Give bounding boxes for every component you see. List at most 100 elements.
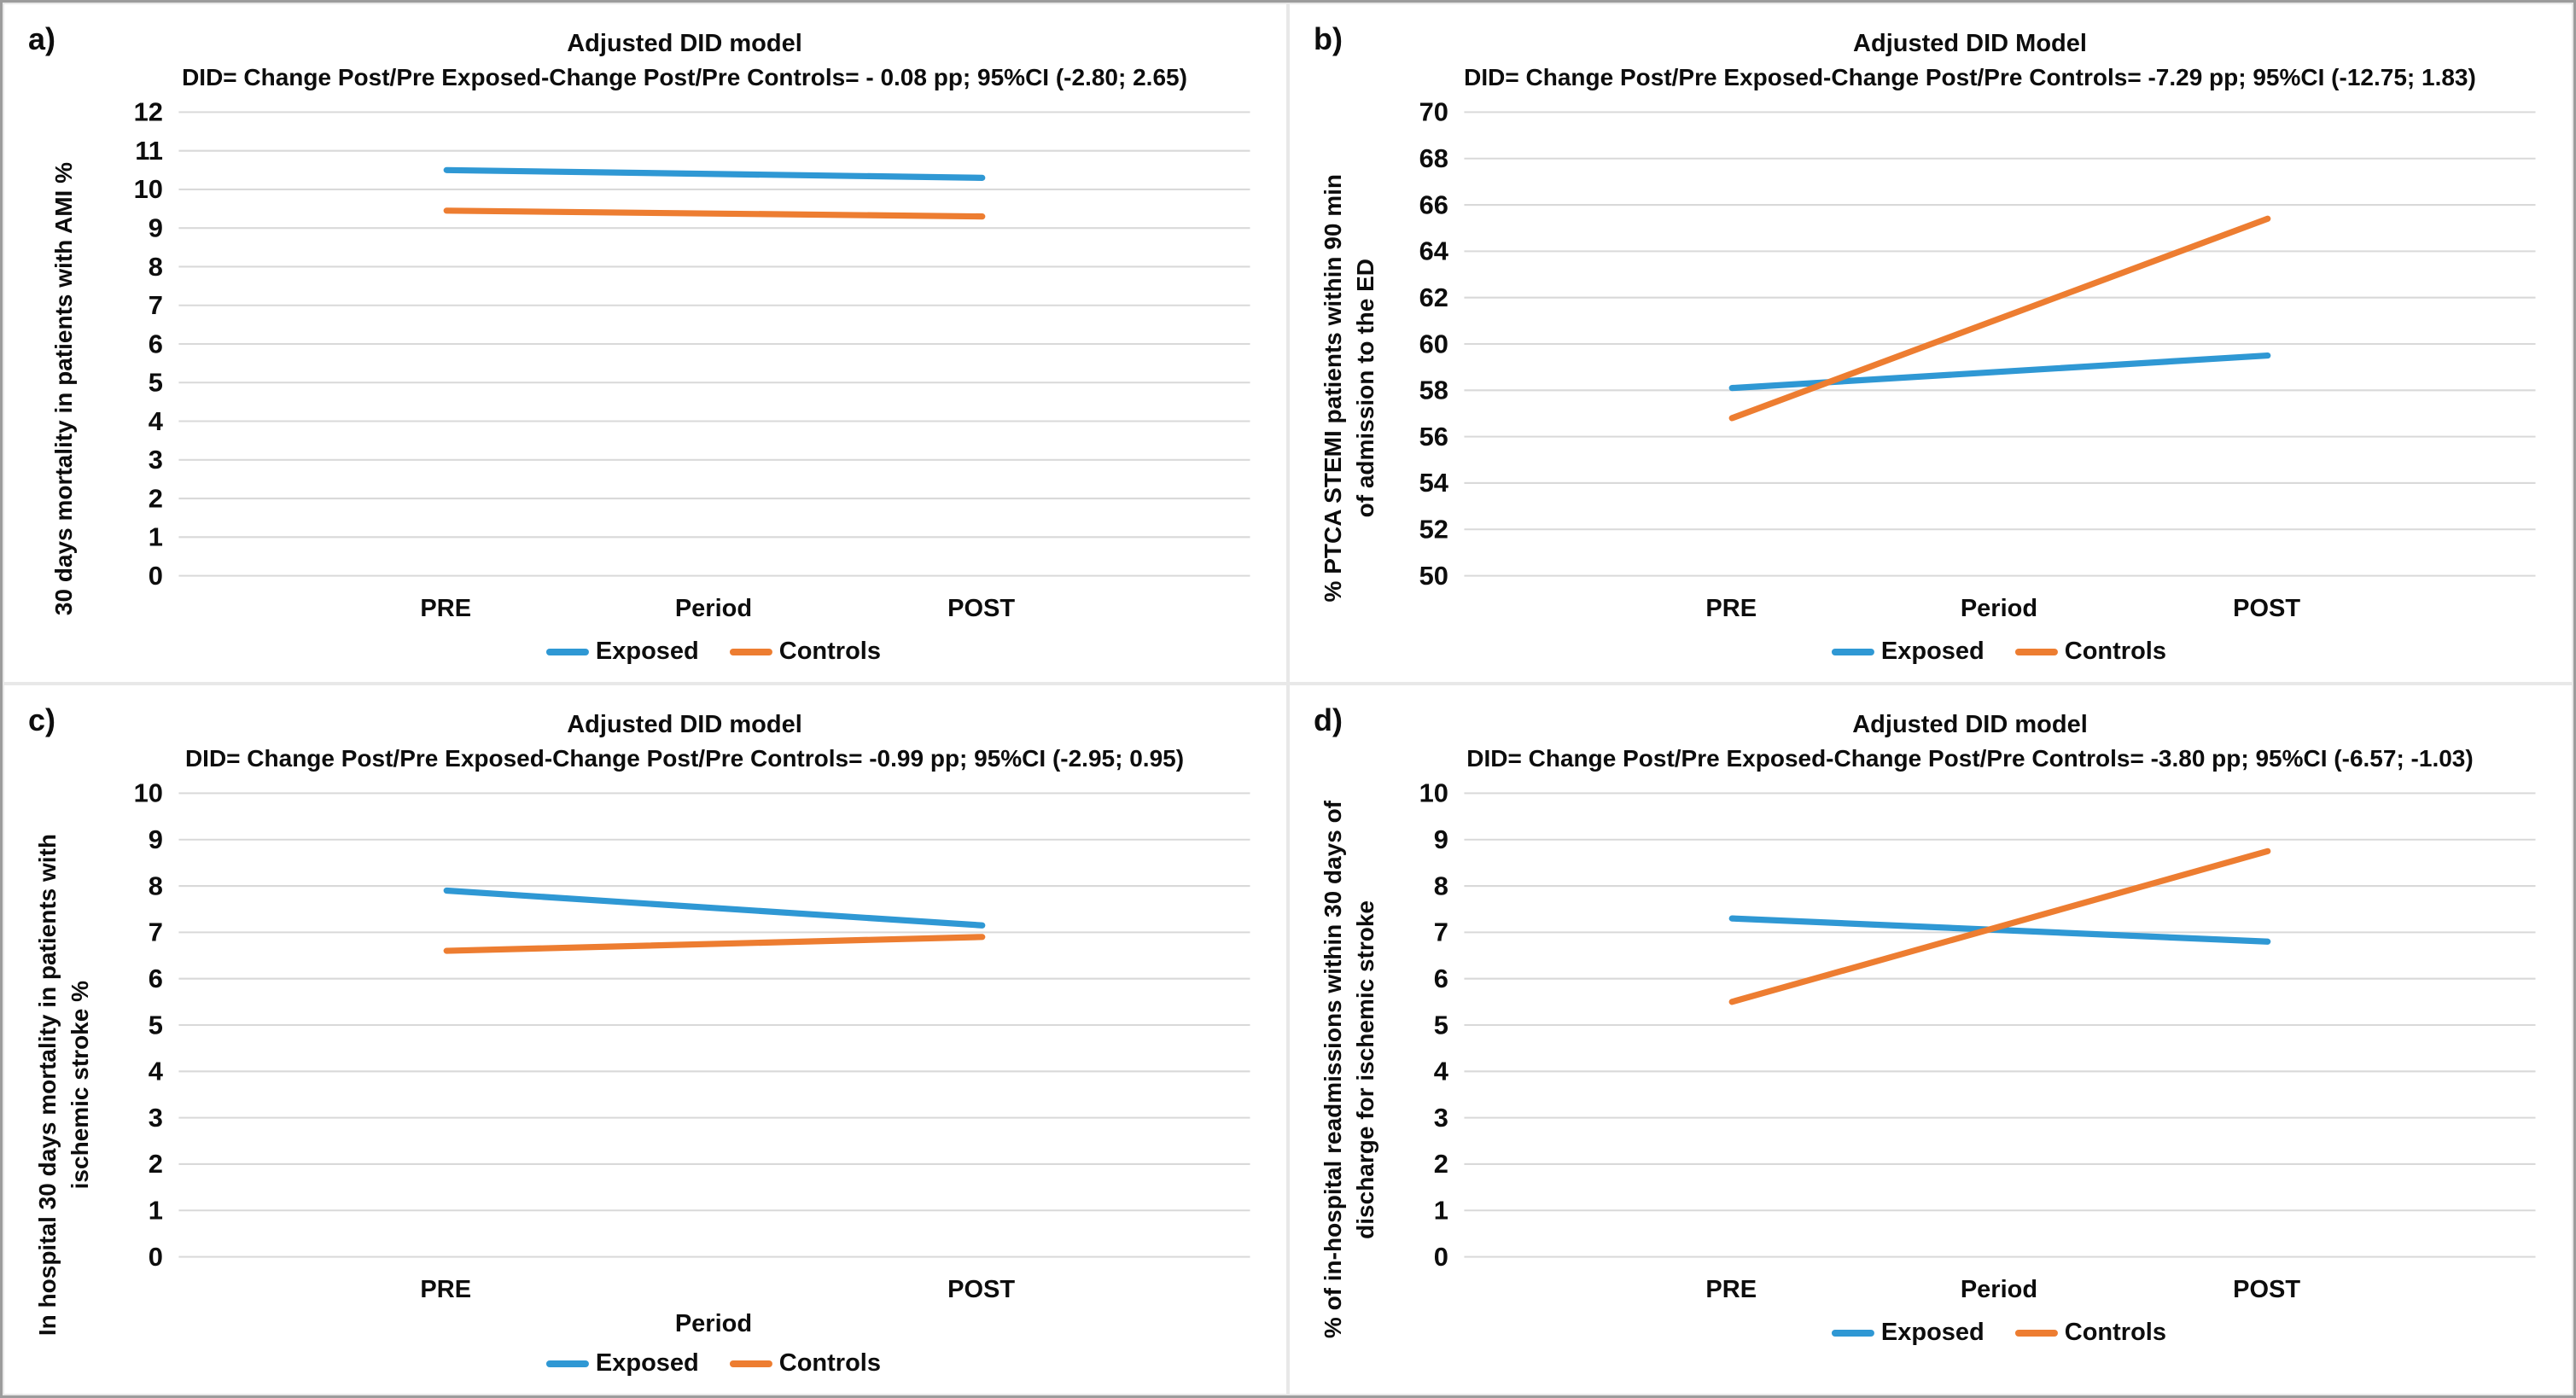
panel-d: d) Adjusted DID model DID= Change Post/P… xyxy=(1288,684,2573,1396)
svg-text:60: 60 xyxy=(1419,329,1448,358)
y-axis-label-line1: In hospital 30 days mortality in patient… xyxy=(34,834,61,1337)
chart-body: In hospital 30 days mortality in patient… xyxy=(23,781,1264,1389)
legend-item-exposed: Exposed xyxy=(1831,1319,1984,1347)
panel-letter-d: d) xyxy=(1314,702,1343,738)
svg-text:6: 6 xyxy=(149,964,163,993)
svg-text:1: 1 xyxy=(1434,1196,1448,1226)
chart-subtitle: DID= Change Post/Pre Exposed-Change Post… xyxy=(184,745,1185,772)
svg-text:11: 11 xyxy=(135,136,163,166)
legend-item-controls: Controls xyxy=(729,1349,881,1378)
panel-letter-b: b) xyxy=(1314,21,1343,56)
panel-a-titles: Adjusted DID model DID= Change Post/Pre … xyxy=(105,26,1264,95)
x-tick-pre: PRE xyxy=(1705,595,1757,623)
svg-text:5: 5 xyxy=(149,368,163,398)
exposed-line-swatch xyxy=(545,648,589,655)
legend-label-exposed: Exposed xyxy=(595,1349,699,1378)
plot-column: 0 1 2 3 4 5 6 7 8 9 10 11 12 PRE Period POST Exposed xyxy=(105,100,1264,677)
x-tick-pre: PRE xyxy=(420,595,472,623)
chart-title: Adjusted DID Model xyxy=(1853,30,2087,57)
legend-item-exposed: Exposed xyxy=(1831,638,1984,666)
y-axis-label: % PTCA STEMI patients within 90 min of a… xyxy=(1308,100,1390,677)
svg-text:8: 8 xyxy=(149,252,163,282)
svg-text:66: 66 xyxy=(1419,189,1448,219)
chart-subtitle: DID= Change Post/Pre Exposed-Change Post… xyxy=(1466,745,2474,772)
svg-text:8: 8 xyxy=(149,871,163,900)
panel-letter-c: c) xyxy=(28,702,56,738)
panel-a: a) Adjusted DID model DID= Change Post/P… xyxy=(3,3,1288,684)
legend-row: Exposed Controls xyxy=(105,1344,1264,1389)
svg-text:1: 1 xyxy=(149,522,163,552)
y-axis-label: % of in-hospital readmissions within 30 … xyxy=(1308,781,1390,1358)
panel-c: c) Adjusted DID model DID= Change Post/P… xyxy=(3,684,1288,1396)
svg-text:54: 54 xyxy=(1419,468,1448,498)
legend-item-controls: Controls xyxy=(729,638,881,666)
exposed-line-swatch xyxy=(1831,1329,1874,1337)
legend-row: Exposed Controls xyxy=(1390,1314,2550,1358)
x-tick-post: POST xyxy=(2233,595,2301,623)
svg-text:3: 3 xyxy=(1434,1103,1448,1133)
x-axis-title: Period xyxy=(674,595,753,623)
plot-area: 50 52 54 56 58 60 62 64 66 68 70 xyxy=(1419,100,2536,591)
chart-title: Adjusted DID model xyxy=(567,30,802,57)
svg-text:5: 5 xyxy=(1434,1010,1448,1040)
svg-text:56: 56 xyxy=(1419,422,1448,451)
svg-text:8: 8 xyxy=(1434,871,1448,900)
panel-b: b) Adjusted DID Model DID= Change Post/P… xyxy=(1288,3,2573,684)
x-tick-post: POST xyxy=(947,595,1016,623)
svg-text:2: 2 xyxy=(149,483,163,513)
legend: Exposed Controls xyxy=(545,1349,881,1378)
svg-text:9: 9 xyxy=(1434,824,1448,854)
controls-line-swatch xyxy=(2014,1329,2058,1337)
legend: Exposed Controls xyxy=(1831,1319,2166,1347)
chart-title: Adjusted DID model xyxy=(567,711,802,739)
legend-label-exposed: Exposed xyxy=(1880,1319,1984,1347)
legend: Exposed Controls xyxy=(1831,638,2166,666)
x-axis-labels: PRE Period POST xyxy=(105,1273,1264,1344)
chart-body: 30 days mortality in patients with AMI %… xyxy=(23,100,1264,677)
svg-text:7: 7 xyxy=(1434,917,1448,947)
legend-label-exposed: Exposed xyxy=(1880,638,1984,666)
x-tick-post: POST xyxy=(2233,1276,2301,1304)
svg-text:2: 2 xyxy=(149,1149,163,1179)
legend: Exposed Controls xyxy=(545,638,881,666)
svg-text:1: 1 xyxy=(149,1196,163,1226)
legend-item-exposed: Exposed xyxy=(545,1349,699,1378)
panel-c-titles: Adjusted DID model DID= Change Post/Pre … xyxy=(105,708,1264,776)
x-axis-labels: PRE Period POST xyxy=(1390,591,2550,632)
y-axis-label-line1: 30 days mortality in patients with AMI % xyxy=(50,161,77,615)
y-axis-label-line1: % of in-hospital readmissions within 30 … xyxy=(1320,801,1346,1339)
y-axis-label: In hospital 30 days mortality in patient… xyxy=(23,781,105,1389)
panel-letter-a: a) xyxy=(28,21,56,56)
svg-text:62: 62 xyxy=(1419,283,1448,312)
svg-text:4: 4 xyxy=(149,1057,163,1086)
plot-column: 0 1 2 3 4 5 6 7 8 9 10 PRE Period POST Exposed xyxy=(1390,781,2550,1358)
svg-text:10: 10 xyxy=(134,781,163,808)
legend-label-exposed: Exposed xyxy=(595,638,699,666)
legend-label-controls: Controls xyxy=(2064,638,2166,666)
svg-text:5: 5 xyxy=(149,1010,163,1040)
legend-row: Exposed Controls xyxy=(105,632,1264,677)
svg-text:6: 6 xyxy=(1434,964,1448,993)
chart-subtitle: DID= Change Post/Pre Exposed-Change Post… xyxy=(1464,64,2476,90)
y-axis-label-line2: discharge for ischemic stroke xyxy=(1352,900,1378,1239)
legend-label-controls: Controls xyxy=(778,638,881,666)
svg-text:10: 10 xyxy=(1419,781,1448,808)
x-axis-title: Period xyxy=(1960,595,2038,623)
svg-text:0: 0 xyxy=(149,561,163,591)
svg-text:9: 9 xyxy=(149,213,163,242)
svg-text:4: 4 xyxy=(149,406,163,436)
legend-row: Exposed Controls xyxy=(1390,632,2550,677)
x-tick-pre: PRE xyxy=(1705,1276,1757,1304)
svg-text:64: 64 xyxy=(1419,236,1448,266)
svg-text:6: 6 xyxy=(149,329,163,358)
svg-text:10: 10 xyxy=(134,174,163,204)
x-axis-labels: PRE Period POST xyxy=(1390,1273,2550,1314)
svg-text:7: 7 xyxy=(149,917,163,947)
x-axis-title: Period xyxy=(674,1310,753,1338)
svg-text:0: 0 xyxy=(149,1242,163,1272)
legend-label-controls: Controls xyxy=(2064,1319,2166,1347)
controls-line-swatch xyxy=(729,648,772,655)
y-axis-label-line2: of admission to the ED xyxy=(1352,259,1378,518)
plot-column: 50 52 54 56 58 60 62 64 66 68 70 PRE Period POST E… xyxy=(1390,100,2550,677)
svg-text:3: 3 xyxy=(149,445,163,475)
